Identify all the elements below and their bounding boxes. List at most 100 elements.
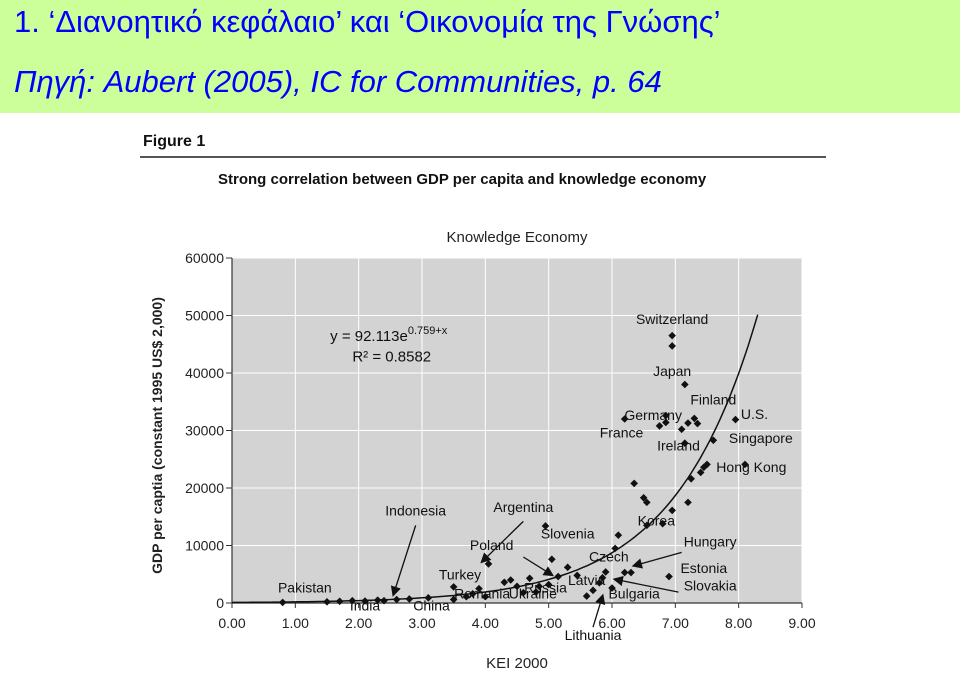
chart-title: Knowledge Economy xyxy=(447,229,588,246)
country-label: Korea xyxy=(638,512,676,528)
data-point xyxy=(563,563,572,572)
data-point xyxy=(681,380,689,389)
data-point xyxy=(630,479,638,488)
data-point xyxy=(668,342,676,350)
data-point xyxy=(405,595,414,603)
data-point xyxy=(462,592,471,601)
annotation-arrows xyxy=(390,520,682,628)
trendline xyxy=(231,314,759,604)
data-point xyxy=(690,414,699,423)
annotation-arrow xyxy=(612,575,679,593)
country-label: Russia xyxy=(524,580,567,596)
figure-label: Figure 1 xyxy=(143,133,206,150)
data-point xyxy=(519,588,528,597)
data-point xyxy=(677,425,686,434)
r-squared-text: R² = 0.8582 xyxy=(352,349,431,366)
data-point xyxy=(643,498,651,507)
data-point xyxy=(392,595,401,604)
data-point xyxy=(684,419,692,427)
data-point xyxy=(595,579,604,587)
x-tick-label: 9.00 xyxy=(788,615,815,631)
country-label: Switzerland xyxy=(636,311,708,327)
country-label: Romania xyxy=(454,585,510,601)
country-label: Pakistan xyxy=(278,580,332,596)
x-tick-label: 1.00 xyxy=(282,615,309,631)
data-point xyxy=(589,586,597,595)
slide-title-bar: 1. ‘Διανοητικό κεφάλαιο’ και ‘Οικονομία … xyxy=(0,0,960,113)
country-label: Ukraine xyxy=(509,585,557,601)
country-label: Indonesia xyxy=(385,503,446,519)
annotations: Switzerland Japan Finland U.S. GermanyFrance… xyxy=(278,311,793,643)
annotation-arrow xyxy=(631,551,682,569)
data-point xyxy=(535,582,543,591)
x-axis-label: KEI 2000 xyxy=(486,655,548,672)
data-point xyxy=(731,415,740,424)
country-label: Germany xyxy=(624,407,682,423)
data-point xyxy=(348,596,357,605)
data-point xyxy=(373,596,382,604)
data-point xyxy=(665,572,673,581)
data-point xyxy=(525,574,534,583)
country-label: Slovakia xyxy=(684,577,737,593)
data-point xyxy=(424,594,433,602)
y-tick-label: 20000 xyxy=(185,480,224,496)
data-point xyxy=(668,331,676,340)
data-point xyxy=(620,415,629,423)
figure-caption: Strong correlation between GDP per capit… xyxy=(218,171,707,188)
country-label: Estonia xyxy=(680,560,727,576)
data-point xyxy=(687,475,695,483)
slide-title: 1. ‘Διανοητικό κεφάλαιο’ και ‘Οικονομία … xyxy=(14,4,721,39)
country-label: India xyxy=(350,597,381,613)
data-point xyxy=(614,531,623,539)
data-point xyxy=(662,418,670,427)
country-label: Hungary xyxy=(684,534,737,550)
data-point xyxy=(655,422,664,430)
country-label: Lithuania xyxy=(565,627,622,643)
y-tick-label: 50000 xyxy=(185,308,224,324)
data-points xyxy=(278,331,749,607)
x-tick-label: 5.00 xyxy=(535,615,562,631)
data-point xyxy=(541,522,550,530)
data-point xyxy=(548,555,556,564)
y-tick-label: 10000 xyxy=(185,538,224,554)
data-point xyxy=(611,544,619,553)
data-point xyxy=(361,597,369,605)
data-point xyxy=(380,596,388,605)
data-point xyxy=(278,598,287,607)
country-label: Turkey xyxy=(439,566,481,582)
data-point xyxy=(449,595,458,604)
data-point xyxy=(506,576,515,584)
data-point xyxy=(475,584,483,593)
x-tick-label: 3.00 xyxy=(408,615,435,631)
data-point xyxy=(554,572,562,581)
country-label: Finland xyxy=(690,392,736,408)
data-point xyxy=(335,597,344,606)
data-point xyxy=(601,568,610,576)
y-tick-label: 30000 xyxy=(185,423,224,439)
slide-subtitle: Πηγή: Aubert (2005), IC for Communities,… xyxy=(14,64,662,99)
y-axis-label: GDP per captia (constant 1995 US$ 2,000) xyxy=(149,297,165,574)
annotation-arrow xyxy=(522,556,555,577)
country-label: Ireland xyxy=(657,438,700,454)
country-label: Argentina xyxy=(493,499,553,515)
y-tick-label: 60000 xyxy=(185,250,224,266)
country-label: Bulgaria xyxy=(608,585,660,601)
data-point xyxy=(709,436,718,445)
data-point xyxy=(573,571,581,580)
country-label: France xyxy=(600,424,644,440)
country-label: Hong Kong xyxy=(716,459,786,475)
country-label: Latvia xyxy=(568,572,606,588)
country-label: Singapore xyxy=(729,430,793,446)
data-point xyxy=(639,493,648,502)
data-point xyxy=(627,568,635,577)
data-point xyxy=(681,439,689,447)
equation-text: y = 92.113e0.759+x xyxy=(330,325,448,345)
country-label: Czech xyxy=(589,549,629,565)
data-point xyxy=(741,460,749,469)
data-point xyxy=(658,519,667,528)
data-point xyxy=(608,584,616,592)
data-point xyxy=(544,580,553,589)
x-tick-label: 7.00 xyxy=(662,615,689,631)
country-label: U.S. xyxy=(741,406,768,422)
